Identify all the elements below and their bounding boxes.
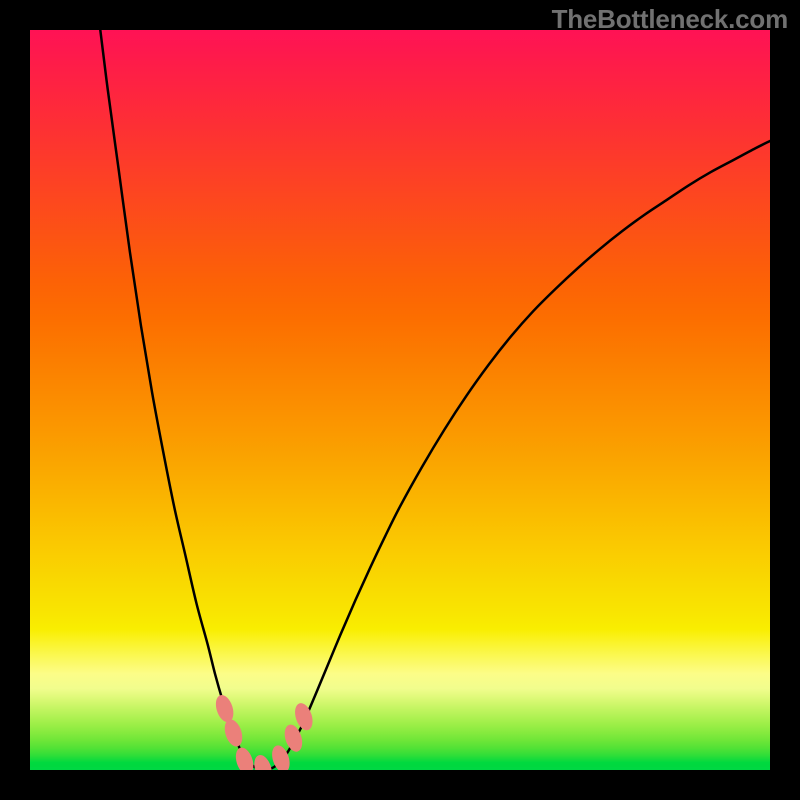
green-floor bbox=[30, 767, 770, 770]
plot-svg bbox=[30, 30, 770, 770]
watermark-text: TheBottleneck.com bbox=[552, 4, 788, 35]
gradient-background bbox=[30, 30, 770, 770]
chart-root: TheBottleneck.com bbox=[0, 0, 800, 800]
